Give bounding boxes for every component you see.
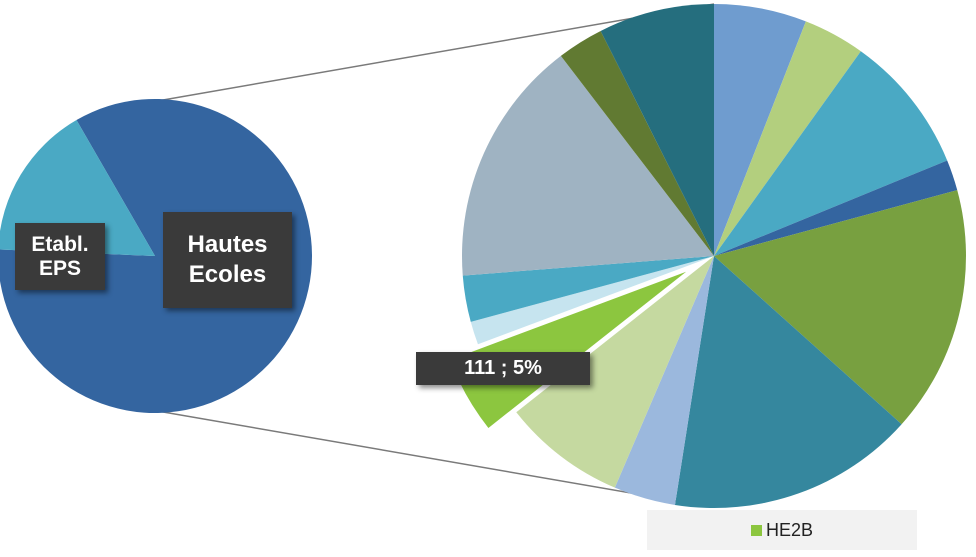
right-slice-slice-4: [714, 160, 958, 256]
legend-entry-he2b: HE2B: [765, 519, 814, 540]
connector-line-top: [139, 3, 715, 105]
right-slice-slice-10: [470, 256, 714, 345]
he2b-value-text: 111 ; 5%: [464, 357, 542, 379]
right-pie: [450, 4, 966, 509]
right-slice-slice-14: [600, 4, 714, 256]
he2b-value-label: 111 ; 5%: [416, 352, 590, 385]
right-slice-he2b: [450, 271, 687, 428]
connector-line-bottom: [139, 407, 701, 506]
legend: HE2B: [647, 510, 917, 550]
hautes-ecoles-text: Hautes Ecoles: [187, 231, 268, 288]
right-slice-slice-6: [674, 256, 902, 509]
right-slice-slice-13: [560, 30, 714, 256]
right-slice-slice-8: [516, 256, 714, 488]
connector-lines: [139, 3, 715, 506]
right-slice-slice-1: [714, 4, 806, 256]
etabl-eps-label: Etabl. EPS: [15, 223, 105, 290]
left-slice-etabl-eps: [0, 120, 155, 256]
right-slice-slice-3: [714, 51, 948, 257]
etabl-eps-text: Etabl. EPS: [31, 232, 89, 280]
right-slice-slice-5: [714, 190, 966, 425]
right-slice-slice-12: [461, 55, 714, 276]
right-slice-slice-2: [714, 21, 861, 256]
right-slice-slice-11: [462, 256, 714, 322]
right-slice-slice-7: [614, 256, 714, 505]
left-slice-hautes-ecoles: [0, 98, 312, 413]
hautes-ecoles-label: Hautes Ecoles: [163, 212, 292, 308]
legend-swatch-he2b: [750, 524, 762, 536]
left-pie: [0, 98, 312, 413]
